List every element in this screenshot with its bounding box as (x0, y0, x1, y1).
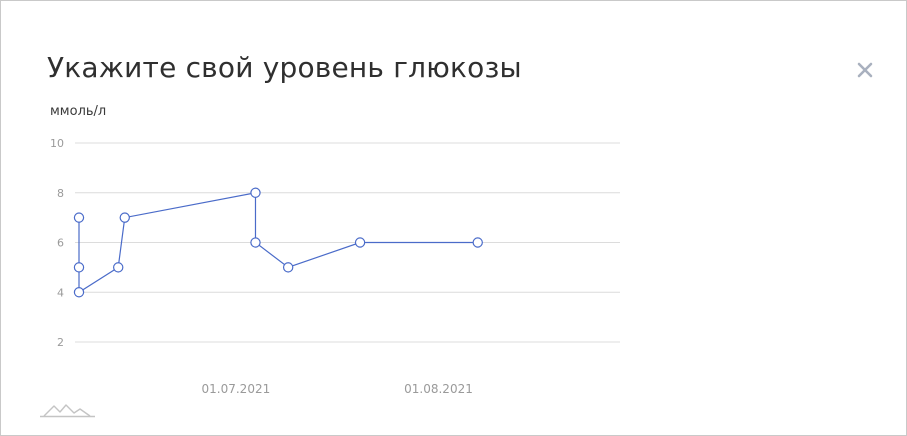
data-point[interactable] (250, 237, 261, 248)
y-tick-label: 4 (57, 286, 64, 299)
y-axis-unit-label: ммоль/л (50, 104, 106, 119)
y-tick-layer: 10 8 6 4 2 (50, 137, 64, 349)
data-point[interactable] (73, 287, 85, 298)
x-tick-label: 01.07.2021 (202, 382, 271, 396)
series-line (78, 192, 478, 294)
y-tick-label: 2 (57, 336, 64, 349)
data-point[interactable] (354, 237, 366, 248)
series-layer (78, 192, 478, 294)
grid-layer (75, 142, 620, 343)
close-icon (857, 62, 873, 78)
y-tick-label: 8 (57, 187, 64, 200)
data-point[interactable] (113, 262, 124, 273)
data-point[interactable] (73, 262, 85, 273)
x-tick-layer: 01.07.2021 01.08.2021 (202, 382, 473, 396)
y-tick-label: 10 (50, 137, 64, 150)
close-button[interactable] (853, 58, 877, 82)
data-point[interactable] (472, 237, 483, 248)
data-point[interactable] (119, 212, 130, 223)
modal-title: Укажите свой уровень глюкозы (47, 51, 522, 84)
x-tick-label: 01.08.2021 (404, 382, 473, 396)
data-point[interactable] (250, 187, 261, 198)
data-point[interactable] (282, 262, 294, 273)
mountain-logo-icon (40, 404, 95, 418)
data-point[interactable] (73, 212, 85, 223)
y-tick-label: 6 (57, 237, 64, 250)
point-layer (73, 187, 483, 298)
